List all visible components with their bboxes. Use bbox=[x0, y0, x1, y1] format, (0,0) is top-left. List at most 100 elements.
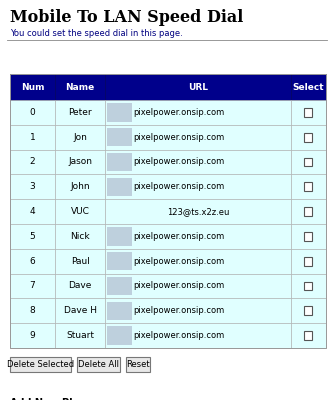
FancyBboxPatch shape bbox=[105, 224, 291, 249]
Text: 4: 4 bbox=[30, 207, 35, 216]
Text: 8: 8 bbox=[30, 306, 35, 315]
FancyBboxPatch shape bbox=[305, 306, 312, 315]
FancyBboxPatch shape bbox=[291, 224, 326, 249]
FancyBboxPatch shape bbox=[55, 174, 105, 199]
FancyBboxPatch shape bbox=[107, 277, 132, 295]
FancyBboxPatch shape bbox=[55, 199, 105, 224]
FancyBboxPatch shape bbox=[305, 331, 312, 340]
Text: pixelpower.onsip.com: pixelpower.onsip.com bbox=[134, 232, 225, 241]
Text: Delete Selected: Delete Selected bbox=[7, 360, 74, 369]
FancyBboxPatch shape bbox=[305, 282, 312, 290]
Text: 0: 0 bbox=[30, 108, 35, 117]
Text: 3: 3 bbox=[30, 182, 35, 191]
FancyBboxPatch shape bbox=[55, 150, 105, 174]
FancyBboxPatch shape bbox=[105, 125, 291, 150]
FancyBboxPatch shape bbox=[55, 100, 105, 125]
FancyBboxPatch shape bbox=[55, 224, 105, 249]
FancyBboxPatch shape bbox=[10, 199, 55, 224]
FancyBboxPatch shape bbox=[10, 174, 55, 199]
Text: Paul: Paul bbox=[71, 257, 90, 266]
Text: 123@ts.x2z.eu: 123@ts.x2z.eu bbox=[167, 207, 229, 216]
FancyBboxPatch shape bbox=[55, 323, 105, 348]
FancyBboxPatch shape bbox=[10, 150, 55, 174]
Text: Select: Select bbox=[292, 82, 324, 92]
FancyBboxPatch shape bbox=[305, 133, 312, 142]
Text: Num: Num bbox=[21, 82, 44, 92]
FancyBboxPatch shape bbox=[55, 74, 105, 100]
Text: 1: 1 bbox=[30, 133, 35, 142]
FancyBboxPatch shape bbox=[291, 125, 326, 150]
FancyBboxPatch shape bbox=[291, 100, 326, 125]
FancyBboxPatch shape bbox=[107, 103, 132, 122]
FancyBboxPatch shape bbox=[55, 249, 105, 274]
FancyBboxPatch shape bbox=[10, 74, 55, 100]
Text: 2: 2 bbox=[30, 158, 35, 166]
FancyBboxPatch shape bbox=[305, 207, 312, 216]
FancyBboxPatch shape bbox=[10, 323, 55, 348]
FancyBboxPatch shape bbox=[105, 74, 291, 100]
FancyBboxPatch shape bbox=[107, 178, 132, 196]
FancyBboxPatch shape bbox=[107, 326, 132, 345]
FancyBboxPatch shape bbox=[107, 128, 132, 146]
FancyBboxPatch shape bbox=[305, 108, 312, 117]
FancyBboxPatch shape bbox=[291, 249, 326, 274]
FancyBboxPatch shape bbox=[105, 298, 291, 323]
Text: pixelpower.onsip.com: pixelpower.onsip.com bbox=[134, 306, 225, 315]
FancyBboxPatch shape bbox=[105, 100, 291, 125]
Text: Mobile To LAN Speed Dial: Mobile To LAN Speed Dial bbox=[10, 9, 243, 26]
FancyBboxPatch shape bbox=[107, 153, 132, 171]
Text: 5: 5 bbox=[30, 232, 35, 241]
FancyBboxPatch shape bbox=[291, 199, 326, 224]
Text: Jon: Jon bbox=[73, 133, 87, 142]
Text: Add New Phone: Add New Phone bbox=[10, 398, 97, 400]
Text: pixelpower.onsip.com: pixelpower.onsip.com bbox=[134, 108, 225, 117]
Text: Dave H: Dave H bbox=[64, 306, 97, 315]
Text: Reset: Reset bbox=[126, 360, 150, 369]
FancyBboxPatch shape bbox=[10, 100, 55, 125]
FancyBboxPatch shape bbox=[291, 323, 326, 348]
FancyBboxPatch shape bbox=[305, 158, 312, 166]
Text: Name: Name bbox=[65, 82, 95, 92]
FancyBboxPatch shape bbox=[105, 174, 291, 199]
Text: pixelpower.onsip.com: pixelpower.onsip.com bbox=[134, 282, 225, 290]
Text: You could set the speed dial in this page.: You could set the speed dial in this pag… bbox=[10, 29, 183, 38]
FancyBboxPatch shape bbox=[105, 323, 291, 348]
FancyBboxPatch shape bbox=[77, 357, 120, 372]
Text: 7: 7 bbox=[30, 282, 35, 290]
FancyBboxPatch shape bbox=[291, 174, 326, 199]
FancyBboxPatch shape bbox=[105, 199, 291, 224]
FancyBboxPatch shape bbox=[105, 249, 291, 274]
FancyBboxPatch shape bbox=[105, 150, 291, 174]
Text: pixelpower.onsip.com: pixelpower.onsip.com bbox=[134, 257, 225, 266]
FancyBboxPatch shape bbox=[10, 298, 55, 323]
Text: Nick: Nick bbox=[70, 232, 90, 241]
FancyBboxPatch shape bbox=[107, 302, 132, 320]
FancyBboxPatch shape bbox=[10, 249, 55, 274]
Text: 9: 9 bbox=[30, 331, 35, 340]
FancyBboxPatch shape bbox=[10, 274, 55, 298]
FancyBboxPatch shape bbox=[291, 274, 326, 298]
FancyBboxPatch shape bbox=[291, 74, 326, 100]
FancyBboxPatch shape bbox=[126, 357, 150, 372]
Text: pixelpower.onsip.com: pixelpower.onsip.com bbox=[134, 331, 225, 340]
FancyBboxPatch shape bbox=[10, 357, 71, 372]
Text: pixelpower.onsip.com: pixelpower.onsip.com bbox=[134, 158, 225, 166]
FancyBboxPatch shape bbox=[55, 298, 105, 323]
Text: Stuart: Stuart bbox=[66, 331, 94, 340]
FancyBboxPatch shape bbox=[291, 150, 326, 174]
Text: VUC: VUC bbox=[71, 207, 90, 216]
FancyBboxPatch shape bbox=[291, 298, 326, 323]
Text: pixelpower.onsip.com: pixelpower.onsip.com bbox=[134, 182, 225, 191]
FancyBboxPatch shape bbox=[10, 125, 55, 150]
Text: Dave: Dave bbox=[68, 282, 92, 290]
FancyBboxPatch shape bbox=[107, 227, 132, 246]
FancyBboxPatch shape bbox=[10, 224, 55, 249]
Text: URL: URL bbox=[188, 82, 208, 92]
Text: Delete All: Delete All bbox=[78, 360, 119, 369]
FancyBboxPatch shape bbox=[55, 274, 105, 298]
Text: Peter: Peter bbox=[68, 108, 92, 117]
Text: Jason: Jason bbox=[68, 158, 92, 166]
FancyBboxPatch shape bbox=[305, 232, 312, 241]
Text: John: John bbox=[70, 182, 90, 191]
FancyBboxPatch shape bbox=[305, 257, 312, 266]
